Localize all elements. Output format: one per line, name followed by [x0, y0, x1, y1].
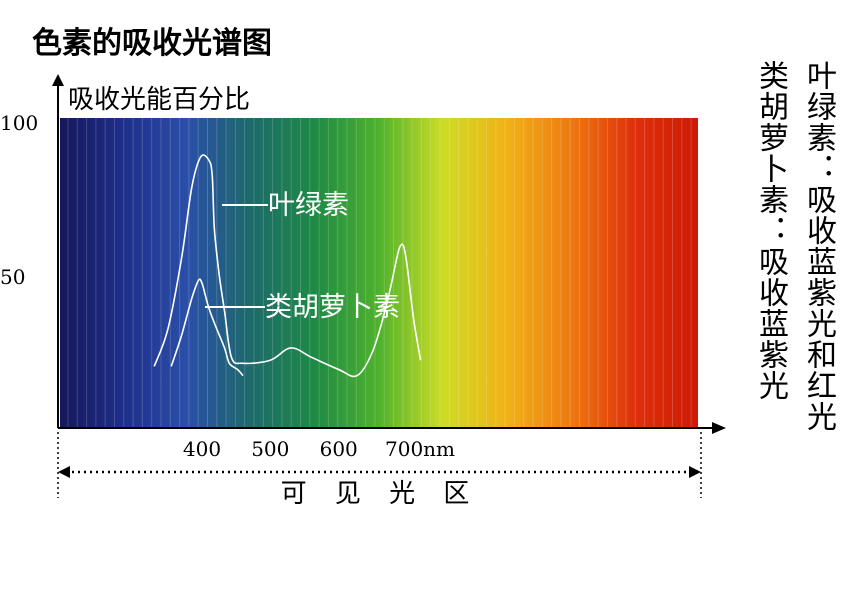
side-note-carotenoid: 类胡萝卜素：吸收蓝紫光: [753, 60, 788, 401]
series-label-1: 类胡萝卜素: [265, 292, 400, 323]
range-left-arrow: [58, 466, 70, 478]
spectrum-stripes: [67, 118, 692, 428]
x-axis-label: 可 见 光 区: [281, 479, 480, 509]
chlorophyll-curve: [153, 154, 422, 378]
x-tick-label-3: 700nm: [385, 437, 455, 461]
y-axis-label: 吸收光能百分比: [68, 85, 250, 115]
series-label-0: 叶绿素: [268, 190, 349, 221]
carotenoid-curve: [170, 278, 244, 377]
chart-title: 色素的吸收光谱图: [32, 26, 272, 61]
x-tick-label-2: 600: [320, 437, 358, 461]
x-axis-arrow: [712, 422, 726, 434]
x-tick-label-0: 400: [183, 437, 221, 461]
x-tick-label-1: 500: [251, 437, 289, 461]
y-axis-arrow: [52, 74, 64, 86]
side-note-chlorophyll: 叶绿素：吸收蓝紫光和红光: [801, 60, 836, 432]
range-right-arrow: [689, 466, 701, 478]
y-tick-label-1: 50: [0, 265, 25, 289]
spectrum-band: [60, 118, 698, 428]
y-tick-label-0: 100: [0, 111, 38, 135]
